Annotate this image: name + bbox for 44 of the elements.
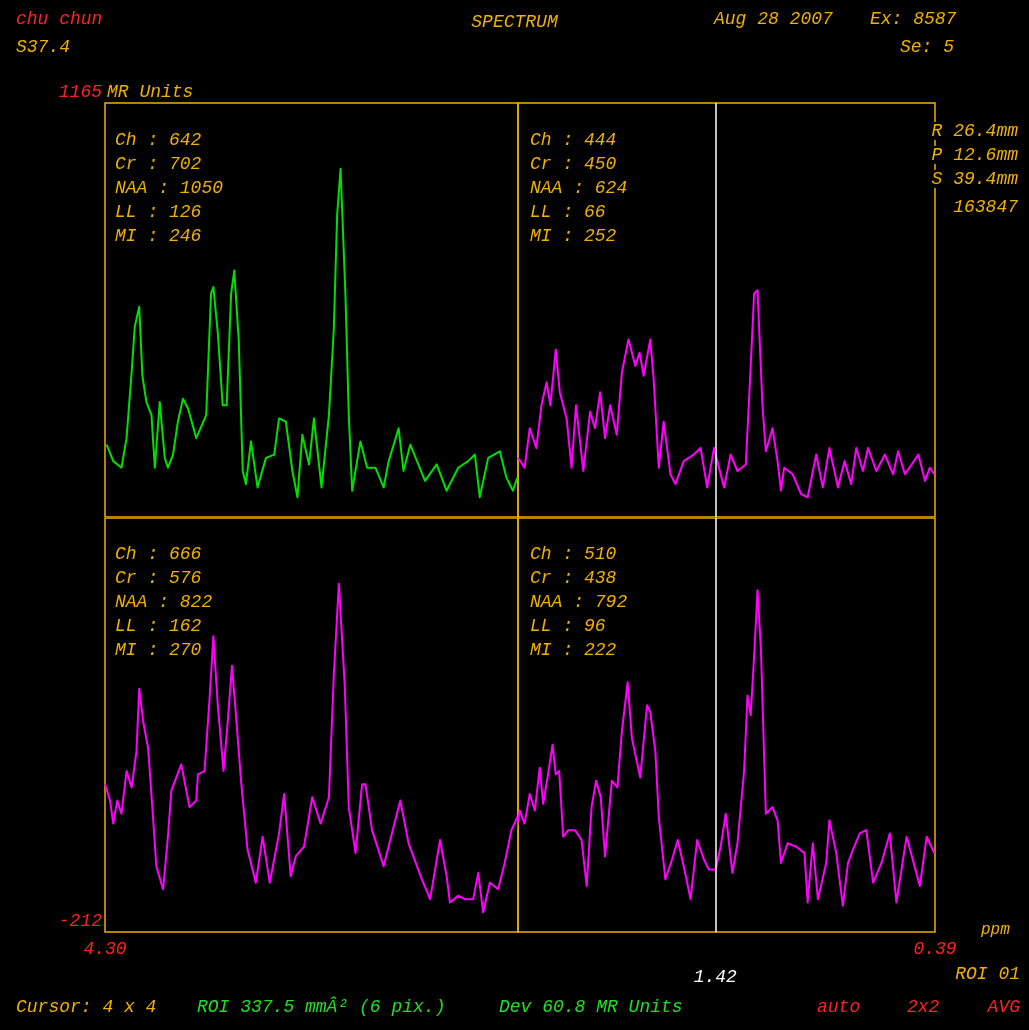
text: Aug 28 2007	[713, 9, 834, 29]
text: Ch : 510	[530, 544, 617, 564]
text: P 12.6mm	[931, 145, 1019, 165]
annotation: MI : 252	[530, 226, 617, 246]
annotation: LL : 96	[530, 616, 606, 636]
text: R 26.4mm	[931, 121, 1019, 141]
text: Ch : 642	[115, 130, 202, 150]
x-tick-label: 0.39	[913, 939, 957, 959]
text: -212	[58, 911, 103, 931]
y-axis-title: MR Units	[107, 82, 194, 102]
annotation: NAA : 792	[530, 592, 628, 612]
annotation: Cr : 438	[530, 568, 617, 588]
annotation: MI : 222	[530, 640, 617, 660]
annotation: MI : 270	[115, 640, 202, 660]
text: Se: 5	[900, 37, 955, 57]
annotation: LL : 66	[530, 202, 606, 222]
x-tick-label: 4.30	[83, 939, 127, 959]
text: ROI 337.5 mmÂ² (6 pix.)	[197, 996, 446, 1017]
annotation: LL : 126	[115, 202, 202, 222]
text: Ch : 666	[115, 544, 202, 564]
text: AVG	[986, 997, 1021, 1017]
text: Ch : 444	[530, 130, 617, 150]
text: S37.4	[16, 37, 71, 57]
x-axis-title: ppm	[980, 921, 1011, 940]
text: Dev 60.8 MR Units	[499, 997, 683, 1017]
annotation: Cr : 576	[115, 568, 202, 588]
annotation: S 39.4mm	[931, 169, 1019, 189]
chart-title: SPECTRUM	[471, 12, 559, 32]
annotation: Cr : 702	[115, 154, 202, 174]
text: chu chun	[16, 9, 103, 29]
ref-line-label: 1.42	[693, 967, 738, 987]
text: 1165	[58, 82, 103, 102]
text: 163847	[953, 197, 1019, 217]
annotation: NAA : 822	[115, 592, 213, 612]
annotation: MI : 246	[115, 226, 202, 246]
text: 2x2	[907, 997, 940, 1017]
text: Ex: 8587	[870, 9, 957, 29]
text: auto	[817, 997, 861, 1017]
annotation: LL : 162	[115, 616, 202, 636]
text: Cursor: 4 x 4	[16, 997, 157, 1017]
annotation: NAA : 624	[530, 178, 628, 198]
annotation: Cr : 450	[530, 154, 617, 174]
text: ROI 01	[955, 964, 1020, 984]
annotation: NAA : 1050	[115, 178, 224, 198]
